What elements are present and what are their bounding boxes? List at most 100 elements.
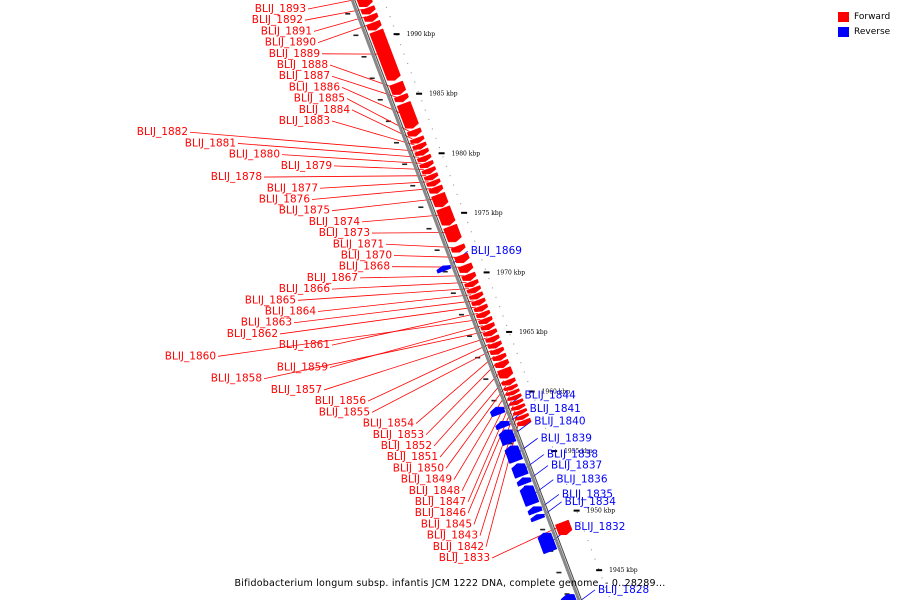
gene-blij_1828[interactable] [560,594,581,600]
gene-blij_1861[interactable] [475,309,491,319]
gene-blij_1875[interactable] [431,191,449,208]
gene-blij_1880[interactable] [419,159,434,169]
gene-blij_1859[interactable] [480,321,496,331]
gene-blij_1887[interactable] [393,92,409,103]
gene-blij_1832[interactable] [537,532,558,555]
genome-caption: Bifidobacterium longum subsp. infantis J… [234,578,666,589]
gene-blij_1860[interactable] [477,315,493,325]
gene-blij_1877[interactable] [425,178,441,187]
leader-blij_1863 [293,300,474,324]
gene-blij_1857[interactable] [484,334,500,343]
label-blij_1844: BLIJ_1844 [525,390,577,402]
label-blij_1865: BLIJ_1865 [245,294,296,306]
leader-blij_1851 [439,380,504,458]
gene-blij_1881[interactable] [416,153,432,163]
gene-blij_1851[interactable] [501,377,516,386]
gene-blij_1878[interactable] [423,172,439,181]
gene-blij_1882[interactable] [414,147,430,157]
gene-blij_1874[interactable] [436,205,456,226]
gene-blij_1845[interactable] [512,407,528,416]
minor-tick [507,442,513,445]
gene-blij_1841[interactable] [495,420,511,431]
scale-tick [483,271,490,274]
gene-blij_1890[interactable] [366,19,382,31]
scale-tick [573,509,580,512]
scale-tick-label: 1945 kbp [609,567,638,574]
label-blij_1861: BLIJ_1861 [279,339,330,351]
gene-blij_1836[interactable] [519,485,540,507]
gene-blij_1885[interactable] [406,127,422,137]
gene-blij_1839[interactable] [504,445,524,464]
scale-tick [551,450,558,453]
gene-blij_1876[interactable] [428,184,444,194]
leader-blij_1876 [311,188,432,200]
gene-blij_1892[interactable] [360,5,376,15]
scale-tick-label: 1965 kbp [519,329,548,336]
gene-blij_1838[interactable] [511,463,529,479]
gene-blij_1837[interactable] [516,477,532,487]
gene-blij_1846[interactable] [510,403,526,411]
gene-blij_1871[interactable] [450,243,466,253]
leader-blij_1850 [445,386,507,469]
leader-blij_1891 [313,16,367,32]
label-blij_1880: BLIJ_1880 [229,149,280,161]
label-blij_1857: BLIJ_1857 [271,384,322,396]
gene-blij_1849[interactable] [505,388,520,397]
gene-blij_1842[interactable] [516,417,532,427]
label-blij_1884: BLIJ_1884 [299,104,351,116]
gene-blij_1870[interactable] [454,252,470,264]
gene-blij_1865[interactable] [466,285,482,294]
label-blij_1893: BLIJ_1893 [255,3,306,15]
gene-blij_1834[interactable] [530,513,546,523]
gene-blij_1855[interactable] [489,346,505,356]
gene-blij_1863[interactable] [470,297,486,306]
legend-reverse: Reverse [838,24,890,39]
gene-features[interactable] [356,0,582,600]
label-blij_1858: BLIJ_1858 [211,373,262,385]
leader-blij_1883 [331,120,415,146]
gene-blij_1868[interactable] [457,262,474,273]
gene-blij_1852[interactable] [496,366,514,379]
leader-blij_1881 [237,143,420,158]
gene-blij_1884[interactable] [409,135,425,144]
gene-blij_1833[interactable] [554,519,573,536]
gene-blij_1847[interactable] [509,398,524,406]
label-blij_1870: BLIJ_1870 [341,249,392,261]
gene-blij_1864[interactable] [468,291,484,300]
gene-blij_1879[interactable] [421,166,437,175]
gene-blij_1850[interactable] [503,383,519,392]
gene-blij_1873[interactable] [443,223,462,243]
gene-blij_1844[interactable] [489,406,506,418]
leader-blij_1874 [361,214,442,223]
leader-blij_1866 [331,282,467,290]
label-blij_1890: BLIJ_1890 [265,37,316,49]
minor-tick [369,77,375,80]
gene-blij_1858[interactable] [482,328,498,337]
gene-blij_1866[interactable] [464,278,479,288]
gene-blij_1883[interactable] [412,141,427,150]
gene-blij_1856[interactable] [487,340,503,349]
gene-blij_1886[interactable] [396,100,419,129]
gene-blij_1862[interactable] [473,303,489,313]
gene-blij_1843[interactable] [514,412,530,421]
gene-blij_1853[interactable] [494,358,510,369]
gene-blij_1840[interactable] [498,429,517,447]
label-blij_1886: BLIJ_1886 [289,81,341,93]
gene-blij_1848[interactable] [507,393,522,401]
gene-blij_1888[interactable] [389,80,407,95]
label-blij_1869: BLIJ_1869 [471,245,522,257]
label-blij_1875: BLIJ_1875 [279,205,330,217]
gene-blij_1835[interactable] [527,506,543,516]
gene-blij_1891[interactable] [363,12,379,22]
gene-blij_1854[interactable] [491,352,507,362]
leader-blij_1842 [485,421,520,547]
label-blij_1860: BLIJ_1860 [165,350,216,362]
minor-tick [345,13,351,15]
scale-tick-label: 1950 kbp [587,508,616,515]
gene-blij_1869[interactable] [436,265,452,274]
gene-blij_1867[interactable] [461,271,477,281]
gene-blij_1893[interactable] [356,0,373,8]
backbone-core [354,0,583,600]
gene-blij_1889[interactable] [369,28,401,81]
label-blij_1859: BLIJ_1859 [277,362,328,374]
